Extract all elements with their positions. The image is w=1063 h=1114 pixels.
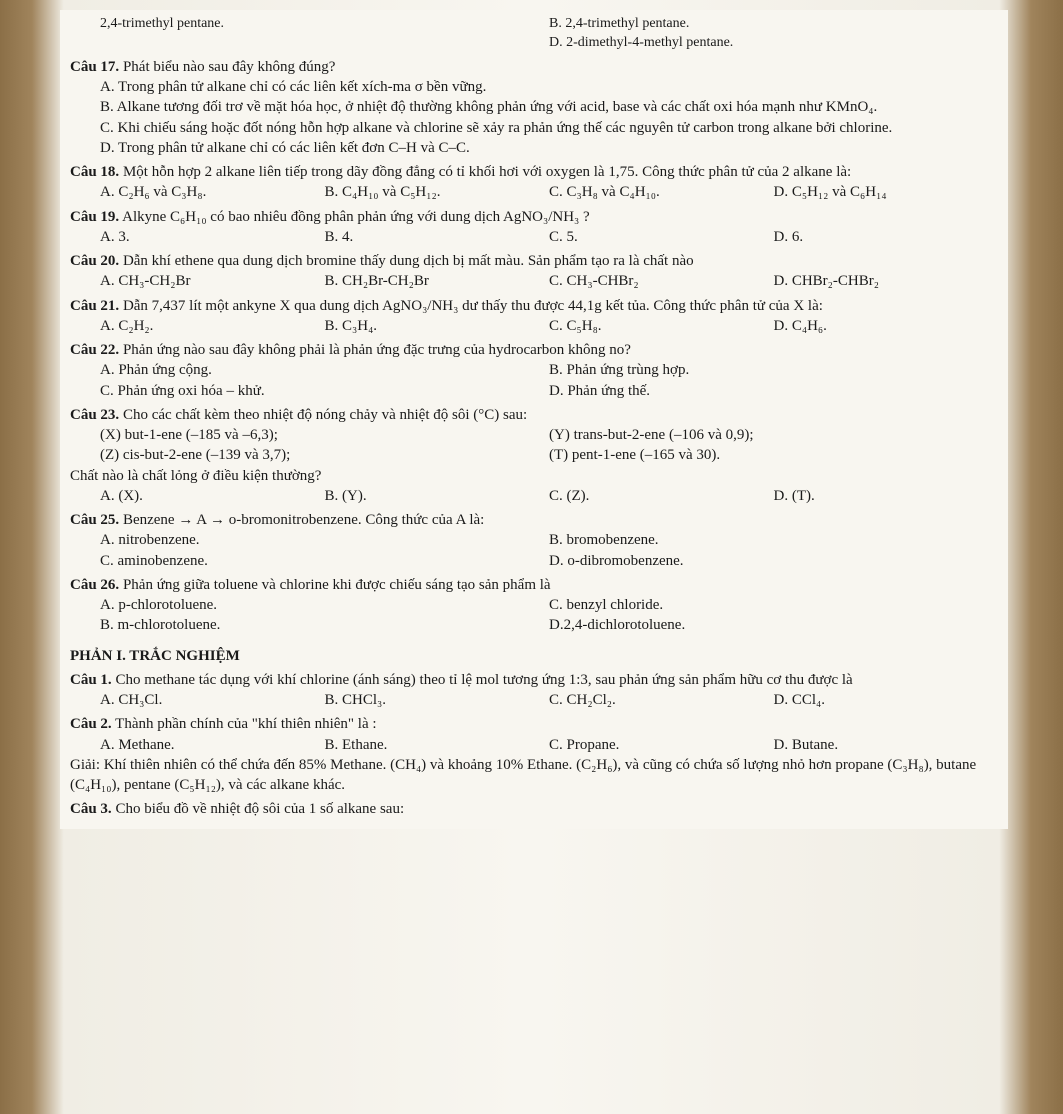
q19-label: Câu 19. (70, 209, 119, 225)
q26-optD: D.2,4-dichlorotoluene. (549, 615, 998, 635)
question-20: Câu 20. Dẫn khí ethene qua dung dịch bro… (70, 251, 998, 292)
q19-text: Alkyne C₆H₁₀ có bao nhiêu đồng phân phản… (122, 209, 590, 225)
p1q2-text: Thành phần chính của "khí thiên nhiên" l… (115, 716, 376, 732)
q26-optC: C. benzyl chloride. (549, 595, 998, 615)
q23-optA: A. (X). (100, 486, 325, 506)
p1q2-optB: B. Ethane. (325, 735, 550, 755)
p1-question-3: Câu 3. Cho biểu đồ về nhiệt độ sôi của 1… (70, 799, 998, 819)
q20-optB: B. CH₂Br-CH₂Br (325, 271, 550, 291)
q23-lineX: (X) but-1-ene (–185 và –6,3); (100, 425, 549, 445)
q22-optC: C. Phản ứng oxi hóa – khử. (100, 381, 549, 401)
p1q1-optB: B. CHCl₃. (325, 690, 550, 710)
p1q1-optA: A. CH₃Cl. (100, 690, 325, 710)
q23-optB: B. (Y). (325, 486, 550, 506)
q23-optD: D. (T). (774, 486, 999, 506)
section-1-title: PHẢN I. TRẮC NGHIỆM (70, 646, 998, 666)
q26-label: Câu 26. (70, 577, 119, 593)
q20-optC: C. CH₃-CHBr₂ (549, 271, 774, 291)
q20-optA: A. CH₃-CH₂Br (100, 271, 325, 291)
q25-optD: D. o-dibromobenzene. (549, 551, 998, 571)
q18-optC: C. C₃H₈ và C₄H₁₀. (549, 182, 774, 202)
q17-optC: C. Khi chiếu sáng hoặc đốt nóng hỗn hợp … (100, 118, 998, 138)
frag-left: 2,4-trimethyl pentane. (100, 15, 549, 34)
q19-optA: A. 3. (100, 227, 325, 247)
q19-optC: C. 5. (549, 227, 774, 247)
p1q2-explain: Giải: Khí thiên nhiên có thể chứa đến 85… (70, 755, 998, 796)
p1q1-label: Câu 1. (70, 672, 112, 688)
q18-text: Một hỗn hợp 2 alkane liên tiếp trong dãy… (123, 164, 851, 180)
q21-optC: C. C₅H₈. (549, 316, 774, 336)
q18-label: Câu 18. (70, 164, 119, 180)
q23-sub: Chất nào là chất lỏng ở điều kiện thường… (70, 466, 998, 486)
question-26: Câu 26. Phản ứng giữa toluene và chlorin… (70, 575, 998, 636)
frag-empty (100, 34, 549, 53)
q25-label: Câu 25. (70, 512, 119, 528)
q23-lineY: (Y) trans-but-2-ene (–106 và 0,9); (549, 425, 998, 445)
q19-optD: D. 6. (774, 227, 999, 247)
exam-page: 2,4-trimethyl pentane. B. 2,4-trimethyl … (60, 10, 1008, 829)
q22-optD: D. Phản ứng thế. (549, 381, 998, 401)
p1q2-label: Câu 2. (70, 716, 112, 732)
q21-label: Câu 21. (70, 298, 119, 314)
q18-optA: A. C₂H₆ và C₃H₈. (100, 182, 325, 202)
p1q2-optC: C. Propane. (549, 735, 774, 755)
p1q2-optD: D. Butane. (774, 735, 999, 755)
q21-optA: A. C₂H₂. (100, 316, 325, 336)
question-18: Câu 18. Một hỗn hợp 2 alkane liên tiếp t… (70, 162, 998, 203)
question-17: Câu 17. Phát biểu nào sau đây không đúng… (70, 57, 998, 158)
q23-optC: C. (Z). (549, 486, 774, 506)
top-fragment: 2,4-trimethyl pentane. B. 2,4-trimethyl … (70, 15, 998, 53)
p1q3-text: Cho biểu đồ về nhiệt độ sôi của 1 số alk… (115, 801, 404, 817)
q21-text: Dẫn 7,437 lít một ankyne X qua dung dịch… (123, 298, 823, 314)
q17-optA: A. Trong phân tử alkane chỉ có các liên … (100, 77, 998, 97)
frag-optD: D. 2-dimethyl-4-methyl pentane. (549, 34, 998, 53)
question-23: Câu 23. Cho các chất kèm theo nhiệt độ n… (70, 405, 998, 506)
q26-optB: B. m-chlorotoluene. (100, 615, 549, 635)
q19-optB: B. 4. (325, 227, 550, 247)
q23-label: Câu 23. (70, 407, 119, 423)
q22-label: Câu 22. (70, 342, 119, 358)
q22-optA: A. Phản ứng cộng. (100, 360, 549, 380)
q18-optB: B. C₄H₁₀ và C₅H₁₂. (325, 182, 550, 202)
q17-text: Phát biểu nào sau đây không đúng? (123, 59, 335, 75)
q21-optB: B. C₃H₄. (325, 316, 550, 336)
q25-text: Benzene → A → o-bromonitrobenzene. Công … (123, 512, 484, 528)
p1q1-optD: D. CCl₄. (774, 690, 999, 710)
frag-optB: B. 2,4-trimethyl pentane. (549, 15, 998, 34)
q26-optA: A. p-chlorotoluene. (100, 595, 549, 615)
question-21: Câu 21. Dẫn 7,437 lít một ankyne X qua d… (70, 296, 998, 337)
question-25: Câu 25. Benzene → A → o-bromonitrobenzen… (70, 510, 998, 571)
q23-lineZ: (Z) cis-but-2-ene (–139 và 3,7); (100, 445, 549, 465)
p1q1-optC: C. CH₂Cl₂. (549, 690, 774, 710)
p1-question-1: Câu 1. Cho methane tác dụng với khí chlo… (70, 670, 998, 711)
q25-optA: A. nitrobenzene. (100, 530, 549, 550)
q21-optD: D. C₄H₆. (774, 316, 999, 336)
q25-optC: C. aminobenzene. (100, 551, 549, 571)
q17-optD: D. Trong phân tử alkane chỉ có các liên … (100, 138, 998, 158)
q25-optB: B. bromobenzene. (549, 530, 998, 550)
q23-text: Cho các chất kèm theo nhiệt độ nóng chảy… (123, 407, 527, 423)
p1q1-text: Cho methane tác dụng với khí chlorine (á… (115, 672, 852, 688)
q18-optD: D. C₅H₁₂ và C₆H₁₄ (774, 182, 999, 202)
question-19: Câu 19. Alkyne C₆H₁₀ có bao nhiêu đồng p… (70, 207, 998, 248)
q17-label: Câu 17. (70, 59, 119, 75)
q17-optB: B. Alkane tương đối trơ về mặt hóa học, … (100, 97, 998, 117)
q26-text: Phản ứng giữa toluene và chlorine khi đư… (123, 577, 551, 593)
p1-question-2: Câu 2. Thành phần chính của "khí thiên n… (70, 714, 998, 795)
q23-lineT: (T) pent-1-ene (–165 và 30). (549, 445, 998, 465)
p1q2-optA: A. Methane. (100, 735, 325, 755)
q20-label: Câu 20. (70, 253, 119, 269)
q20-text: Dẫn khí ethene qua dung dịch bromine thấ… (123, 253, 694, 269)
q20-optD: D. CHBr₂-CHBr₂ (774, 271, 999, 291)
q22-text: Phản ứng nào sau đây không phải là phản … (123, 342, 631, 358)
question-22: Câu 22. Phản ứng nào sau đây không phải … (70, 340, 998, 401)
q22-optB: B. Phản ứng trùng hợp. (549, 360, 998, 380)
p1q3-label: Câu 3. (70, 801, 112, 817)
